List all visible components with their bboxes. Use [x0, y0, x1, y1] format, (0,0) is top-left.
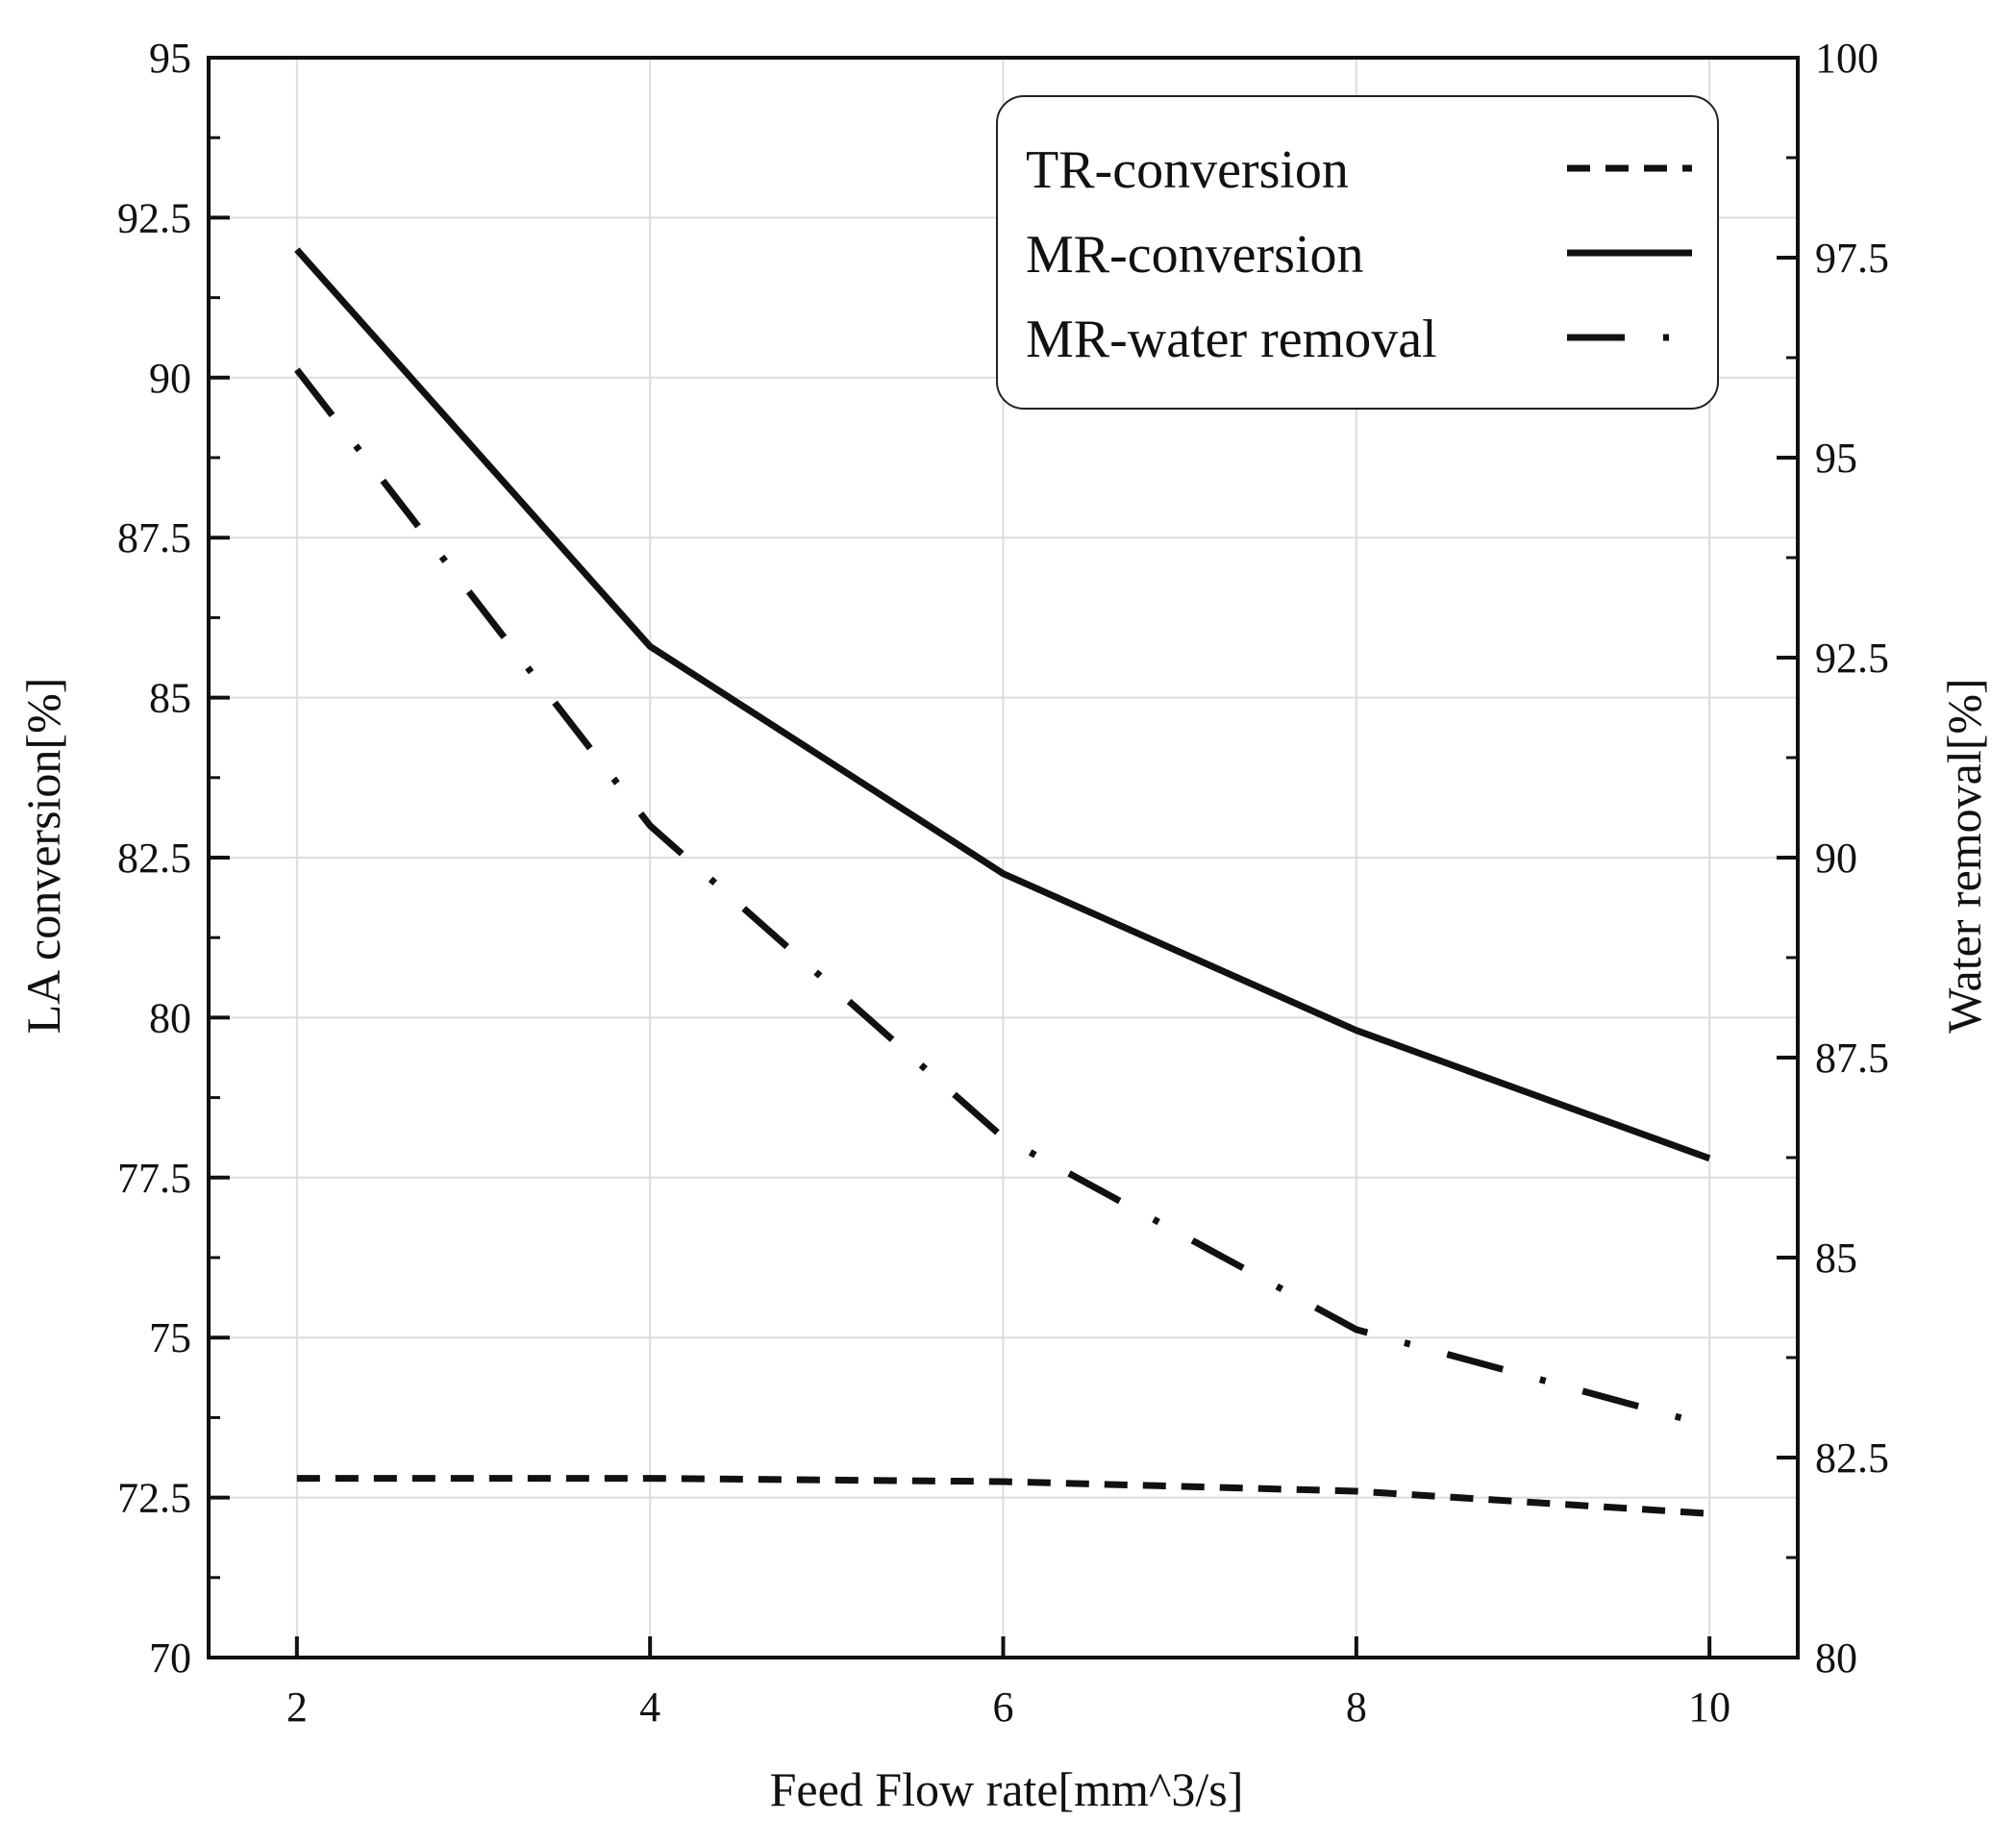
legend-label: MR-water removal: [1026, 310, 1437, 369]
y-right-tick-label: 97.5: [1815, 235, 1889, 282]
y-right-axis-title: Water removal[%]: [1937, 678, 1991, 1033]
y-left-tick-label: 72.5: [117, 1475, 191, 1522]
y-left-tick-label: 82.5: [117, 835, 191, 882]
series-line-tr-conversion: [296, 1475, 1710, 1517]
y-left-tick-label: 70: [149, 1634, 191, 1682]
x-axis-title: Feed Flow rate[mm^3/s]: [770, 1762, 1244, 1816]
x-tick-label: 8: [1346, 1684, 1367, 1731]
y-right-tick-label: 92.5: [1815, 635, 1889, 682]
y-left-tick-label: 77.5: [117, 1155, 191, 1202]
legend-label: TR-conversion: [1026, 140, 1349, 200]
y-left-tick-label: 95: [149, 35, 191, 82]
y-right-tick-label: 100: [1815, 35, 1879, 82]
y-left-tick-label: 90: [149, 355, 191, 402]
series-line-mr-conversion: [294, 247, 1711, 1162]
series-lines: [294, 247, 1711, 1517]
y-left-tick-label: 75: [149, 1314, 191, 1361]
y-left-axis-title: LA conversion[%]: [16, 678, 70, 1035]
y-right-tick-label: 90: [1815, 835, 1857, 882]
series-line-mr-water-removal: [294, 367, 1711, 1430]
legend-box: [996, 95, 1719, 410]
y-right-tick-label: 95: [1815, 435, 1857, 482]
x-tick-label: 2: [286, 1684, 308, 1731]
tick-labels: 2 4 6 8 10 70 72.5 75 77.5 80 82.5 85 87.5 90 92.5 95 80…: [117, 35, 1889, 1731]
y-left-tick-label: 92.5: [117, 194, 191, 241]
y-left-tick-label: 80: [149, 994, 191, 1041]
y-right-tick-label: 80: [1815, 1634, 1857, 1682]
y-right-tick-label: 85: [1815, 1235, 1857, 1282]
legend-label: MR-conversion: [1026, 225, 1364, 285]
y-right-tick-label: 87.5: [1815, 1035, 1889, 1082]
y-left-tick-label: 87.5: [117, 514, 191, 561]
x-tick-label: 4: [639, 1684, 660, 1731]
y-right-tick-label: 82.5: [1815, 1434, 1889, 1482]
x-tick-label: 10: [1688, 1684, 1730, 1731]
x-tick-label: 6: [993, 1684, 1014, 1731]
axes: [207, 56, 1800, 1659]
legend: TR-conversion MR-conversion MR-water remov…: [996, 95, 1719, 410]
y-left-tick-label: 85: [149, 675, 191, 722]
